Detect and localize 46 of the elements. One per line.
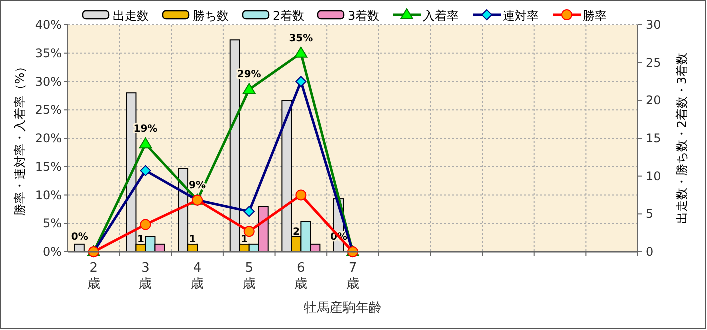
x-tick-label: 4歳 — [191, 261, 204, 292]
y2-axis-title: 出走数・勝ち数・2着数・3着数 — [675, 52, 689, 224]
point — [139, 138, 152, 149]
legend-label: 出走数 — [113, 9, 149, 23]
point — [140, 165, 152, 176]
y2-tick-label: 10 — [646, 169, 662, 184]
legend-label: 2着数 — [273, 9, 305, 23]
y-tick-label: 25% — [35, 103, 62, 118]
y-tick-label: 35% — [35, 46, 62, 60]
y-tick-label: 20% — [35, 132, 62, 146]
y2-tick-label: 20 — [646, 94, 662, 108]
point — [296, 76, 307, 88]
legend-label: 勝ち数 — [193, 9, 229, 23]
point — [140, 219, 152, 230]
data-label: 35% — [289, 33, 314, 44]
data-label: 1 — [137, 234, 144, 246]
y-axis-title: 勝率・連対率・入着率（%） — [13, 60, 27, 216]
y-tick-label: 15% — [35, 160, 62, 174]
y2-tick-label: 30 — [646, 18, 662, 32]
point — [242, 83, 256, 94]
legend-label: 連対率 — [503, 9, 539, 23]
y2-tick-label: 5 — [646, 207, 654, 222]
x-tick-label: 6歳 — [294, 261, 308, 292]
data-label: 1 — [241, 234, 248, 246]
x-tick-label: 5歳 — [242, 261, 256, 292]
x-tick-label: 3歳 — [139, 261, 152, 292]
point — [244, 206, 255, 218]
y2-tick-label: 0 — [646, 245, 654, 259]
y-tick-label: 0% — [42, 245, 62, 259]
y-tick-label: 30% — [35, 74, 62, 89]
legend-label: 勝率 — [583, 9, 607, 23]
y-tick-label: 40% — [35, 18, 62, 32]
y-tick-label: 5% — [42, 216, 62, 231]
x-axis-title: 牡馬産駒年齢 — [304, 300, 382, 316]
point — [296, 190, 307, 201]
data-label: 1 — [189, 234, 196, 246]
x-tick-label: 7歳 — [346, 261, 360, 292]
data-label: 2 — [292, 226, 300, 238]
legend-label: 入着率 — [423, 9, 459, 23]
data-label: 0% — [71, 232, 88, 243]
x-tick-label: 2歳 — [87, 261, 100, 292]
point — [294, 46, 308, 58]
y2-tick-label: 15 — [646, 132, 662, 146]
y2-tick-label: 25 — [646, 56, 662, 70]
legend-label: 3着数 — [348, 9, 380, 23]
y-tick-label: 10% — [35, 188, 62, 202]
